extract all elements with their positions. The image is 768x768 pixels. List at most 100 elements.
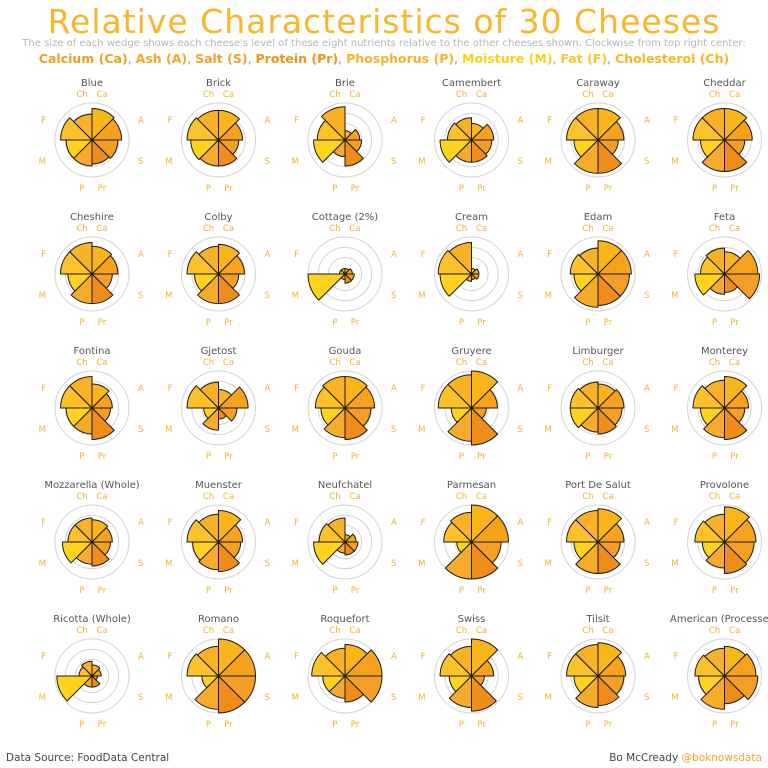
cheese-rose: MontereyCaASPrPMFCh (671, 346, 762, 462)
cheese-name: Tilsit (585, 614, 609, 625)
author-handle: @boknowsdata (681, 752, 762, 764)
axis-label-s: S (138, 425, 143, 435)
wedge-ch (327, 517, 346, 543)
wedge-p (70, 273, 93, 305)
cheese-name: Cheddar (703, 78, 746, 89)
axis-label-ch: Ch (709, 492, 720, 502)
wedge-pr (344, 139, 364, 167)
axis-label-p: P (332, 586, 337, 596)
axis-label-ca: Ca (476, 358, 487, 368)
axis-label-s: S (518, 425, 523, 435)
wedge-a (597, 389, 625, 409)
grid-ring (181, 370, 256, 446)
wedge-f (186, 519, 219, 543)
axis-label-m: M (39, 291, 46, 301)
axis-label-ch: Ch (456, 358, 467, 368)
wedge-ch (579, 381, 599, 409)
wedge-ch (450, 645, 472, 677)
axis-label-m: M (671, 693, 678, 703)
axis-label-pr: Pr (477, 452, 486, 462)
grid-ring (560, 236, 636, 312)
legend-separator: , (552, 51, 561, 66)
axis-label-pr: Pr (98, 720, 107, 730)
wedge-ch (324, 647, 346, 677)
cheese-name: Blue (81, 78, 103, 89)
axis-label-p: P (332, 720, 337, 730)
axis-label-ch: Ch (203, 224, 214, 234)
axis-label-ch: Ch (456, 492, 467, 502)
axis-label-ca: Ca (729, 492, 740, 502)
wedge-a (218, 386, 249, 409)
cheese-name: Swiss (458, 614, 486, 625)
cheese-name: Cheshire (70, 212, 114, 223)
wedge-pr (218, 541, 240, 573)
wedge-p (323, 407, 346, 439)
wedge-f (311, 651, 346, 677)
axis-label-p: P (585, 184, 590, 194)
axis-label-ch: Ch (203, 358, 214, 368)
axis-label-s: S (138, 559, 143, 569)
axis-label-ch: Ch (709, 626, 720, 636)
axis-label-a: A (391, 518, 397, 528)
grid-ring (181, 102, 256, 178)
axis-label-s: S (265, 157, 270, 167)
axis-label-s: S (644, 157, 649, 167)
axis-label-f: F (674, 116, 679, 126)
axis-label-pr: Pr (351, 720, 360, 730)
wedge-a (597, 655, 627, 677)
axis-label-f: F (294, 518, 299, 528)
legend-separator: , (338, 51, 347, 66)
wedge-a (91, 118, 123, 141)
wedge-p (448, 675, 472, 708)
axis-label-f: F (674, 384, 679, 394)
axis-label-m: M (671, 559, 678, 569)
axis-label-ca: Ca (349, 90, 360, 100)
axis-label-a: A (518, 250, 524, 260)
axis-label-m: M (292, 291, 299, 301)
wedge-pr (91, 407, 115, 440)
wedge-a (218, 122, 244, 141)
axis-label-ch: Ch (456, 626, 467, 636)
axis-label-ch: Ch (76, 626, 87, 636)
grid-ring (560, 370, 636, 446)
axis-label-p: P (206, 184, 211, 194)
wedge-pr (724, 541, 748, 574)
axis-label-p: P (332, 184, 337, 194)
grid-ring (307, 504, 383, 580)
axis-label-ca: Ca (96, 492, 107, 502)
axis-label-f: F (294, 250, 299, 260)
axis-label-ca: Ca (602, 492, 613, 502)
axis-label-pr: Pr (730, 586, 739, 596)
axis-label-p: P (585, 586, 590, 596)
author-credit: Bo McCready @boknowsdata (609, 752, 762, 764)
axis-label-ch: Ch (709, 224, 720, 234)
cheese-rose: Mozzarella (Whole)Ca A S Pr P M F Ch (39, 480, 144, 596)
axis-label-ca: Ca (476, 90, 487, 100)
axis-label-pr: Pr (730, 184, 739, 194)
axis-label-a: A (644, 652, 650, 662)
axis-label-a: A (138, 116, 144, 126)
axis-label-a: A (644, 250, 650, 260)
axis-label-p: P (459, 184, 464, 194)
axis-label-m: M (292, 425, 299, 435)
wedge-ch (447, 374, 472, 409)
axis-label-ch: Ch (582, 90, 593, 100)
axis-label-m: M (39, 157, 46, 167)
axis-label-f: F (168, 518, 173, 528)
axis-label-p: P (712, 720, 717, 730)
axis-label-ch: Ch (203, 90, 214, 100)
wedge-ch (704, 647, 725, 677)
axis-label-p: P (459, 452, 464, 462)
axis-label-pr: Pr (477, 720, 486, 730)
nutrient-legend: Calcium (Ca), Ash (A), Salt (S), Protein… (0, 51, 768, 66)
axis-label-p: P (459, 720, 464, 730)
